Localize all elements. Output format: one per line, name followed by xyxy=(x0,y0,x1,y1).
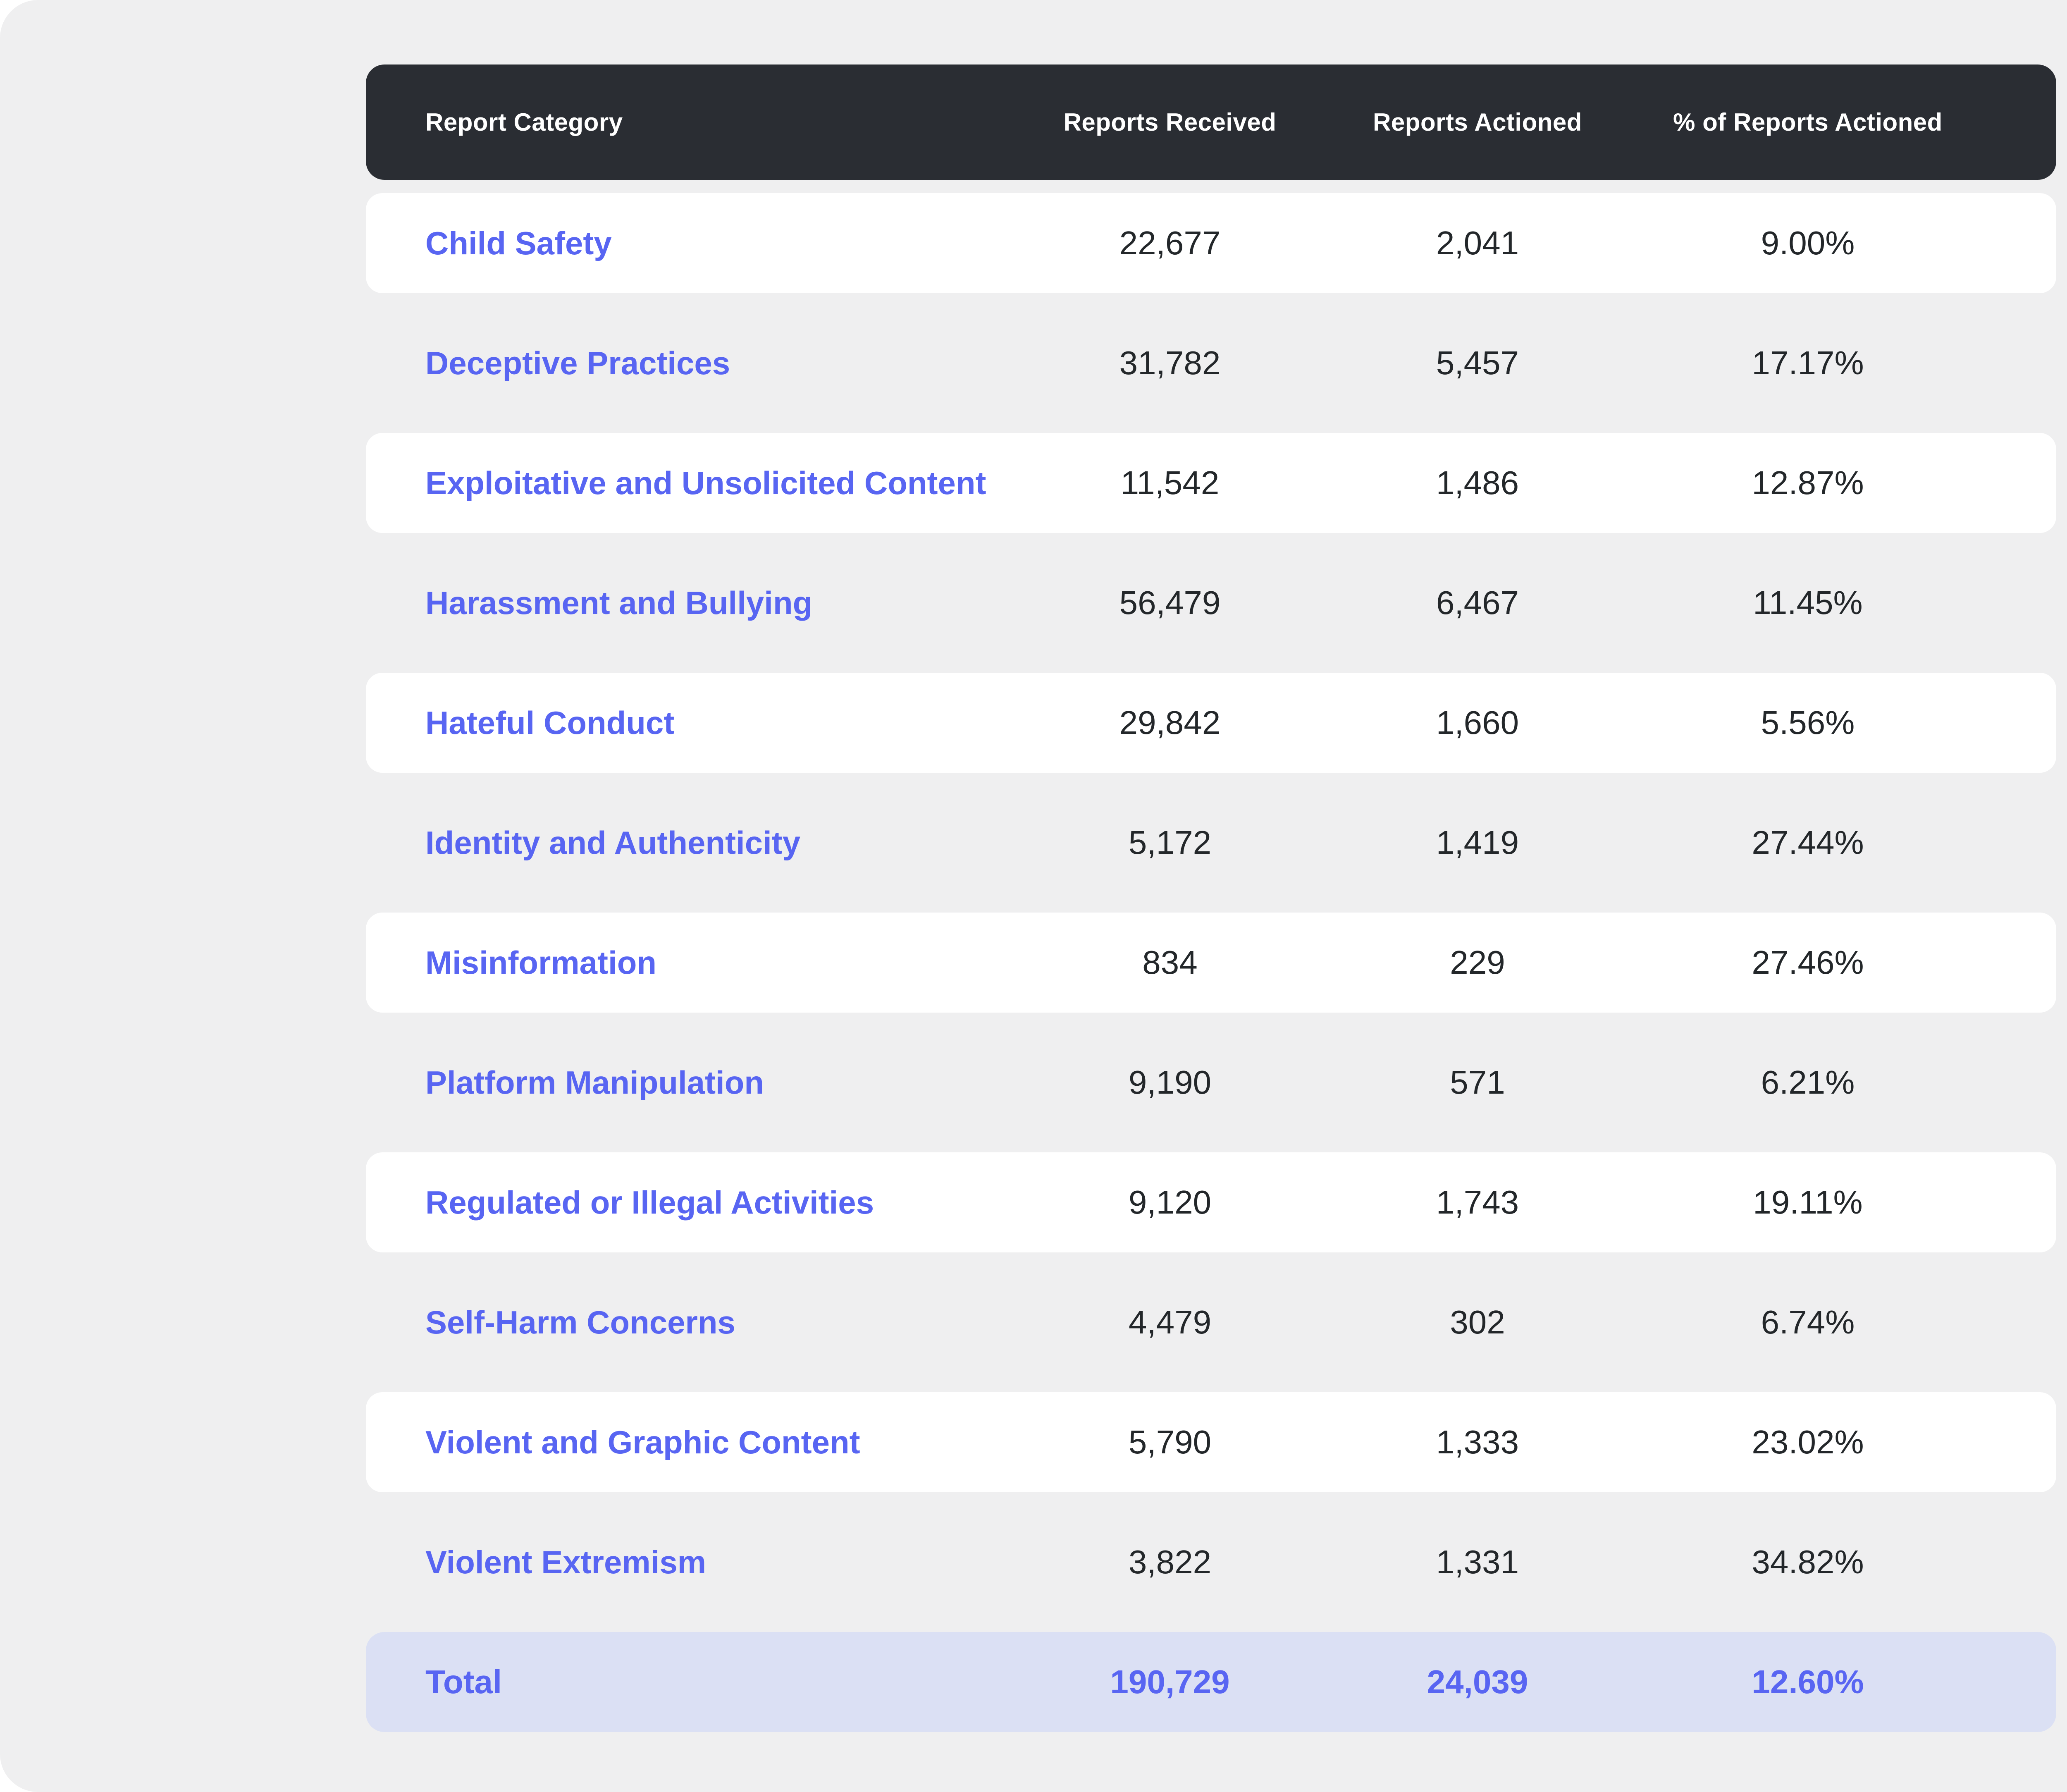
pct-actioned-value: 34.82% xyxy=(1752,1544,1864,1580)
pct-actioned-value: 5.56% xyxy=(1761,704,1855,741)
pct-actioned-value: 6.21% xyxy=(1761,1064,1855,1101)
table-row: Harassment and Bullying 56,479 6,467 11.… xyxy=(366,533,2056,673)
category-link[interactable]: Deceptive Practices xyxy=(425,344,730,381)
reports-actioned-value: 1,333 xyxy=(1436,1424,1519,1460)
reports-table: Report Category Reports Received Reports… xyxy=(366,65,2056,1732)
reports-received-value: 31,782 xyxy=(1119,344,1221,381)
pct-actioned-value: 6.74% xyxy=(1761,1304,1855,1340)
reports-received-value: 56,479 xyxy=(1119,584,1221,621)
reports-received-value: 9,190 xyxy=(1128,1064,1212,1101)
table-row: Deceptive Practices 31,782 5,457 17.17% xyxy=(366,293,2056,433)
pct-actioned-value: 17.17% xyxy=(1752,344,1864,381)
reports-actioned-value: 1,331 xyxy=(1436,1544,1519,1580)
total-reports-actioned: 24,039 xyxy=(1427,1663,1528,1700)
reports-actioned-value: 1,419 xyxy=(1436,824,1519,861)
reports-received-value: 5,790 xyxy=(1128,1424,1212,1460)
table-row: Exploitative and Unsolicited Content 11,… xyxy=(366,433,2056,533)
reports-actioned-value: 1,486 xyxy=(1436,464,1519,501)
reports-received-value: 4,479 xyxy=(1128,1304,1212,1340)
reports-received-value: 3,822 xyxy=(1128,1544,1212,1580)
reports-received-value: 11,542 xyxy=(1120,464,1220,501)
table-row: Regulated or Illegal Activities 9,120 1,… xyxy=(366,1152,2056,1252)
pct-actioned-value: 19.11% xyxy=(1753,1184,1863,1221)
pct-actioned-value: 9.00% xyxy=(1761,225,1855,261)
total-row: Total 190,729 24,039 12.60% xyxy=(366,1632,2056,1732)
category-link[interactable]: Misinformation xyxy=(425,944,656,981)
pct-actioned-value: 27.44% xyxy=(1752,824,1864,861)
reports-actioned-value: 1,743 xyxy=(1436,1184,1519,1221)
table-row: Hateful Conduct 29,842 1,660 5.56% xyxy=(366,673,2056,773)
total-pct-actioned: 12.60% xyxy=(1752,1663,1864,1700)
category-link[interactable]: Identity and Authenticity xyxy=(425,824,801,861)
reports-received-value: 22,677 xyxy=(1119,225,1221,261)
header-pct-reports-actioned: % of Reports Actioned xyxy=(1673,108,1943,136)
pct-actioned-value: 27.46% xyxy=(1752,944,1864,981)
table-row: Platform Manipulation 9,190 571 6.21% xyxy=(366,1013,2056,1152)
total-reports-received: 190,729 xyxy=(1110,1663,1230,1700)
table-row: Violent Extremism 3,822 1,331 34.82% xyxy=(366,1492,2056,1632)
reports-actioned-value: 229 xyxy=(1450,944,1505,981)
reports-received-value: 834 xyxy=(1142,944,1198,981)
category-link[interactable]: Exploitative and Unsolicited Content xyxy=(425,464,986,501)
pct-actioned-value: 12.87% xyxy=(1752,464,1864,501)
category-link[interactable]: Regulated or Illegal Activities xyxy=(425,1184,874,1221)
header-reports-received: Reports Received xyxy=(1063,108,1277,136)
table-row: Violent and Graphic Content 5,790 1,333 … xyxy=(366,1392,2056,1492)
header-report-category: Report Category xyxy=(425,108,623,136)
table-header: Report Category Reports Received Reports… xyxy=(366,65,2056,180)
reports-actioned-value: 6,467 xyxy=(1436,584,1519,621)
reports-received-value: 29,842 xyxy=(1119,704,1221,741)
table-row: Self-Harm Concerns 4,479 302 6.74% xyxy=(366,1252,2056,1392)
reports-actioned-value: 5,457 xyxy=(1436,344,1519,381)
category-link[interactable]: Self-Harm Concerns xyxy=(425,1304,735,1340)
reports-actioned-value: 302 xyxy=(1450,1304,1505,1340)
header-reports-actioned: Reports Actioned xyxy=(1373,108,1582,136)
category-link[interactable]: Violent Extremism xyxy=(425,1544,707,1580)
table-row: Child Safety 22,677 2,041 9.00% xyxy=(366,193,2056,293)
total-label: Total xyxy=(425,1663,502,1700)
category-link[interactable]: Platform Manipulation xyxy=(425,1064,764,1101)
table-row: Identity and Authenticity 5,172 1,419 27… xyxy=(366,773,2056,913)
reports-actioned-value: 2,041 xyxy=(1436,225,1519,261)
reports-received-value: 9,120 xyxy=(1128,1184,1212,1221)
reports-actioned-value: 571 xyxy=(1450,1064,1505,1101)
category-link[interactable]: Harassment and Bullying xyxy=(425,584,813,621)
category-link[interactable]: Violent and Graphic Content xyxy=(425,1424,860,1460)
pct-actioned-value: 23.02% xyxy=(1752,1424,1864,1460)
category-link[interactable]: Hateful Conduct xyxy=(425,704,675,741)
reports-received-value: 5,172 xyxy=(1128,824,1212,861)
category-link[interactable]: Child Safety xyxy=(425,225,612,261)
reports-actioned-value: 1,660 xyxy=(1436,704,1519,741)
table-row: Misinformation 834 229 27.46% xyxy=(366,913,2056,1013)
pct-actioned-value: 11.45% xyxy=(1753,584,1863,621)
